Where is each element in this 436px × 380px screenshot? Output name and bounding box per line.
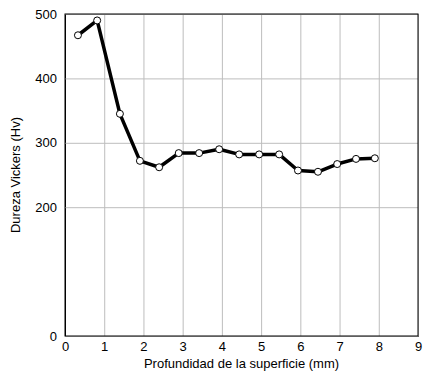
marker: [314, 168, 321, 175]
marker: [236, 151, 243, 158]
x-tick-label: 1: [101, 339, 108, 354]
x-grid-line: [261, 14, 262, 336]
x-tick-label: 3: [180, 339, 187, 354]
x-grid-line: [379, 14, 380, 336]
y-grid-line: [65, 207, 418, 208]
x-tick-label: 9: [415, 339, 422, 354]
marker: [353, 155, 360, 162]
y-tick-label: 400: [35, 71, 57, 86]
marker: [136, 157, 143, 164]
x-tick-label: 8: [376, 339, 383, 354]
marker: [175, 150, 182, 157]
x-tick: 5: [258, 14, 265, 354]
series: [74, 17, 378, 175]
marker: [196, 150, 203, 157]
x-tick: 3: [180, 14, 187, 354]
x-tick: 8: [376, 14, 383, 354]
x-grid-line: [143, 14, 144, 336]
marker: [371, 155, 378, 162]
x-grid-line: [183, 14, 184, 336]
y-axis-title: Dureza Vickers (Hv): [8, 117, 23, 233]
x-grid-line: [104, 14, 105, 336]
x-tick: 7: [336, 14, 343, 354]
y-tick-label: 300: [35, 135, 57, 150]
x-grid-line: [222, 14, 223, 336]
x-tick-label: 0: [62, 339, 69, 354]
marker: [74, 32, 81, 39]
y-tick: 300: [35, 135, 418, 150]
y-axis: 0 200 300 400 500: [35, 7, 418, 344]
x-grid-line: [340, 14, 341, 336]
x-tick-label: 7: [336, 339, 343, 354]
y-grid-line: [65, 78, 418, 79]
marker: [116, 110, 123, 117]
x-tick: 4: [219, 14, 226, 354]
marker: [256, 151, 263, 158]
chart: 0 1 2 3 4 5 6 7 8 9 0 200 300 400 500 Profundidad de la…: [0, 0, 436, 380]
x-tick-label: 4: [219, 339, 226, 354]
y-grid-line: [65, 143, 418, 144]
x-axis: 0 1 2 3 4 5 6 7 8 9: [62, 14, 422, 354]
marker: [94, 17, 101, 24]
line: [78, 20, 375, 171]
y-tick-label: 500: [35, 7, 57, 22]
x-tick-label: 6: [297, 339, 304, 354]
y-tick-label: 200: [35, 200, 57, 215]
y-tick: 200: [35, 200, 418, 215]
x-tick-label: 5: [258, 339, 265, 354]
marker: [156, 164, 163, 171]
y-tick-label: 0: [50, 329, 57, 344]
x-tick-label: 2: [140, 339, 147, 354]
x-tick: 6: [297, 14, 304, 354]
plot-frame: [65, 14, 418, 336]
x-grid-line: [300, 14, 301, 336]
marker: [216, 146, 223, 153]
marker: [294, 167, 301, 174]
plot: 0 1 2 3 4 5 6 7 8 9 0 200 300 400 500: [35, 7, 422, 355]
x-tick: 2: [140, 14, 147, 354]
marker: [334, 161, 341, 168]
x-axis-title: Profundidad de la superficie (mm): [144, 356, 339, 371]
y-tick: 400: [35, 71, 418, 86]
marker: [276, 151, 283, 158]
